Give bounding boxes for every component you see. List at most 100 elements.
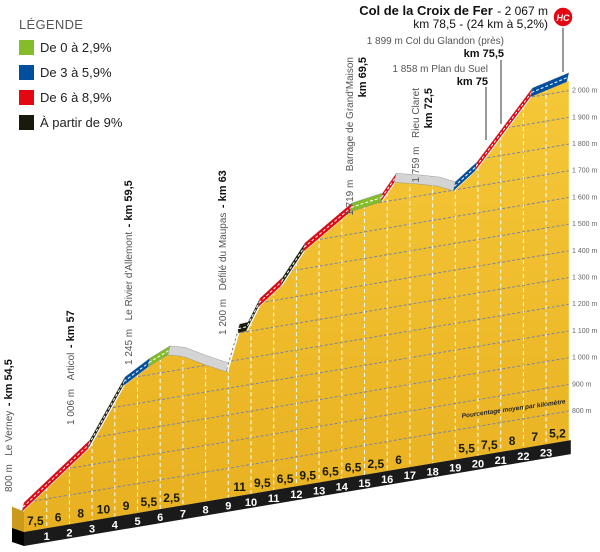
altitude-tick-label: 1 200 m (572, 301, 597, 308)
summit-title: Col de la Croix de Fer - 2 067 m (359, 2, 548, 19)
km-gradient-label: 5,5 (141, 495, 158, 509)
km-gradient-label: 6,5 (322, 465, 339, 479)
hc-category-badge (552, 6, 574, 28)
annotation-sep: - (123, 221, 135, 228)
legend-item-red: De 6 à 8,9% (19, 90, 112, 105)
km-tick-label: 4 (112, 520, 119, 532)
annotation-glandon-km: km 75,5 (464, 48, 504, 60)
km-tick-label: 7 (180, 508, 186, 520)
annotation-rieu-claret: 1 759 m Rieu Claret (406, 88, 423, 183)
km-gradient-label: 10 (97, 503, 111, 517)
km-axis-strip (24, 440, 571, 546)
altitude-tick-label: 1 600 m (572, 194, 597, 201)
legend-title: LÉGENDE (19, 17, 84, 32)
ribbon-centerline (303, 207, 352, 248)
hc-category-label: HC (557, 13, 570, 23)
annotation-sep: - (3, 400, 15, 407)
km-tick-label: 15 (358, 478, 370, 490)
km-gradient-label: 6,5 (345, 461, 362, 475)
annotation-plan-du-suel-km: km 75 (457, 76, 488, 88)
annotation-grandmaison: 1 719 m Barrage de Grand'Maison (340, 57, 357, 216)
annotation-altitude: 1 200 m (218, 299, 229, 335)
ribbon-centerline (281, 247, 305, 282)
annotation-rieu-claret-km: km 72,5 (423, 88, 435, 128)
km-gradient-label: 7,5 (27, 514, 44, 528)
ribbon-centerline (226, 302, 260, 368)
km-gradient-label: 7 (531, 430, 538, 444)
km-gradient-label: 8 (509, 434, 516, 448)
annotation-grandmaison-km: km 69,5 (357, 57, 369, 97)
km-tick-label: 17 (404, 470, 416, 482)
annotation-le-verney: 800 m Le Verney - km 54,5 (0, 359, 16, 492)
altitude-tick-label: 2 000 m (572, 88, 597, 95)
summit-altitude: - 2 067 m (497, 4, 548, 18)
legend-label: De 6 à 8,9% (40, 90, 112, 105)
annotation-place: Le Rivier d'Allemont (124, 232, 135, 321)
ribbon-centerline (475, 92, 532, 167)
ribbon-centerline (350, 197, 382, 208)
km-tick-label: 2 (66, 527, 72, 539)
gradient-segment-3-5.9 (530, 72, 570, 98)
legend-item-blue: De 3 à 5,9% (19, 65, 112, 80)
annotation-glandon: 1 899 m Col du Glandon (près) (367, 36, 504, 47)
annotation-altitude: 1 245 m (124, 329, 135, 365)
annotation-defile-maupas: 1 200 m Défilé du Maupas - km 63 (213, 170, 230, 335)
altitude-tick-label: 800 m (572, 408, 592, 415)
km-tick-label: 6 (157, 512, 163, 524)
ribbon-centerline (531, 76, 568, 93)
legend-item-green: De 0 à 2,9% (19, 40, 112, 55)
altitude-tick-label: 900 m (572, 381, 592, 388)
km-tick-label: 13 (313, 485, 325, 497)
km-tick-label: 3 (89, 524, 95, 536)
km-axis-front-face (12, 528, 24, 546)
altitude-tick-label: 1 900 m (572, 114, 597, 121)
km-tick-label: 21 (495, 455, 507, 467)
altitude-tick-label: 1 700 m (572, 168, 597, 175)
ribbon-centerline (88, 381, 125, 445)
km-gradient-label: 5,2 (549, 426, 566, 440)
km-tick-label: 22 (517, 451, 529, 463)
km-tick-label: 16 (381, 474, 393, 486)
annotation-place: Rieu Claret (411, 88, 422, 138)
km-tick-label: 20 (472, 459, 484, 471)
km-gradient-label: 7,5 (481, 438, 498, 452)
km-tick-label: 10 (245, 497, 257, 509)
annotation-sep: - (217, 201, 229, 208)
km-gradient-label: 9,5 (254, 476, 271, 490)
km-gradient-label: 6 (55, 510, 62, 524)
altitude-tick-label: 1 800 m (572, 141, 597, 148)
km-tick-label: 12 (290, 489, 302, 501)
legend-label: De 3 à 5,9% (40, 65, 112, 80)
annotation-place: Articol (66, 353, 77, 381)
km-gradient-label: 6 (395, 453, 402, 467)
ribbon-centerline (258, 281, 283, 304)
annotation-km: km 54,5 (3, 359, 15, 399)
altitude-tick-label: 1 500 m (572, 221, 597, 228)
km-gradient-label: 6,5 (277, 472, 294, 486)
altitude-tick-label: 1 400 m (572, 248, 597, 255)
altitude-tick-label: 1 100 m (572, 328, 597, 335)
km-gradient-label: 2,5 (368, 457, 385, 471)
annotation-place: Barrage de Grand'Maison (345, 57, 356, 171)
annotation-articol: 1 006 m Articol - km 57 (61, 310, 78, 425)
summit-detail: km 78,5 - (24 km à 5,2%) (413, 17, 548, 31)
altitude-tick-label: 1 000 m (572, 355, 597, 362)
km-gradient-label: 5,5 (458, 442, 475, 456)
legend-label: De 0 à 2,9% (40, 40, 112, 55)
summit-name: Col de la Croix de Fer (359, 3, 493, 18)
km-gradient-label: 9 (123, 499, 130, 513)
km-tick-label: 18 (426, 466, 438, 478)
annotation-altitude: 1 006 m (66, 389, 77, 425)
km-gradient-label: 8 (77, 506, 84, 520)
ribbon-centerline (148, 350, 170, 364)
ribbon-centerline (381, 177, 396, 198)
km-tick-label: 14 (336, 482, 349, 494)
legend-swatch (19, 40, 34, 55)
annotation-sep: - (65, 341, 77, 348)
legend-swatch (19, 115, 34, 130)
annotation-rivier-allemont: 1 245 m Le Rivier d'Allemont - km 59,5 (119, 180, 136, 365)
km-gradient-label: 9,5 (299, 468, 316, 482)
km-tick-label: 5 (134, 516, 140, 528)
km-tick-label: 9 (225, 501, 231, 513)
km-gradient-label: 2,5 (163, 491, 180, 505)
